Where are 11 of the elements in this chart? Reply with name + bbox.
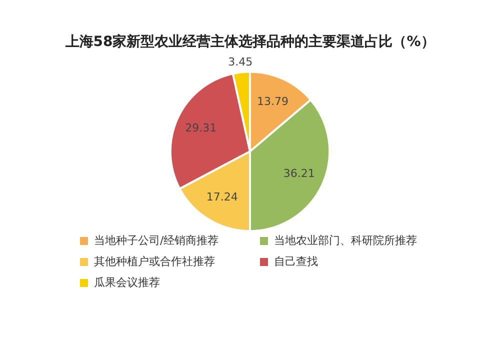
data-label: 36.21	[283, 166, 315, 180]
data-label: 29.31	[185, 122, 217, 135]
chart-title: 上海58家新型农业经营主体选择品种的主要渠道占比（%）	[64, 33, 435, 50]
legend-label: 当地农业部门、科研院所推荐	[273, 233, 418, 248]
data-label: 3.45	[228, 56, 253, 69]
legend-label: 自己查找	[273, 254, 319, 269]
legend-label: 其他种植户或合作社推荐	[93, 254, 216, 269]
legend-label: 瓜果会议推荐	[93, 275, 161, 290]
data-label: 17.24	[206, 190, 238, 204]
data-label: 13.79	[256, 95, 288, 108]
legend-label: 当地种子公司/经销商推荐	[93, 233, 220, 248]
